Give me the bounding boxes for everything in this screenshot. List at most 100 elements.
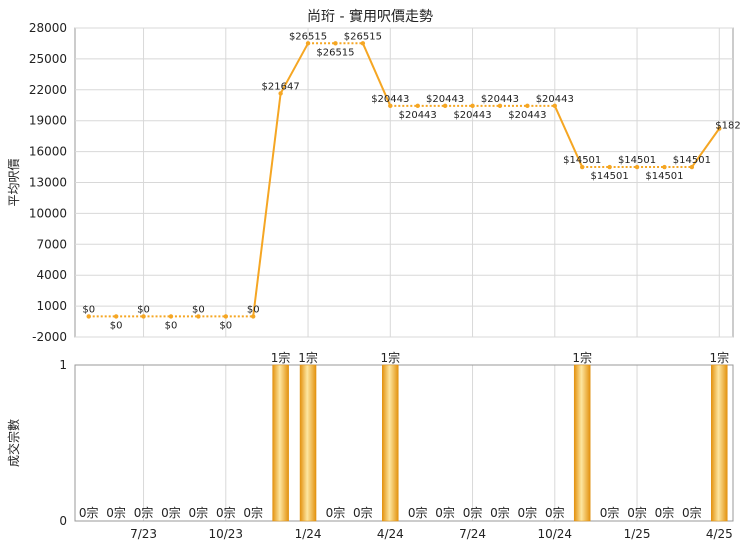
line-point [305, 41, 311, 46]
line-data-label: $14501 [563, 155, 601, 166]
line-point [525, 103, 530, 109]
top-y-tick-label: 28000 [29, 21, 67, 35]
line-segment [279, 42, 309, 94]
bar-data-label: 0宗 [106, 505, 126, 520]
bar-data-label: 0宗 [518, 505, 538, 520]
line-data-label: $21647 [262, 81, 300, 92]
x-tick-label: 4/25 [706, 527, 733, 541]
chart-title: 尚珩 - 實用呎價走勢 [307, 9, 433, 25]
bar-data-label: 0宗 [134, 505, 154, 520]
bar-data-label: 1宗 [380, 350, 400, 365]
line-point [634, 164, 640, 170]
bar-data-label: 0宗 [463, 505, 483, 520]
top-y-tick-label: 4000 [36, 268, 67, 282]
top-y-tick-label: -2000 [32, 330, 67, 344]
top-y-tick-label: 1000 [36, 299, 67, 313]
bar [272, 364, 289, 522]
line-point [196, 314, 201, 319]
bar-data-label: 0宗 [161, 505, 181, 520]
line-point [607, 164, 612, 170]
bar [299, 364, 317, 522]
bar-data-label: 1宗 [271, 350, 291, 365]
line-data-label: $14501 [645, 171, 683, 182]
line-segment [553, 105, 584, 168]
line-point [552, 103, 557, 109]
line-data-label: $20443 [481, 94, 519, 105]
line-data-label: $0 [137, 304, 150, 315]
line-point [497, 103, 503, 109]
line-data-label: $18242 [715, 121, 740, 132]
x-tick-label: 10/24 [537, 527, 572, 541]
line-data-label: $14501 [673, 155, 711, 166]
bar-data-label: 0宗 [435, 505, 455, 520]
x-tick-label: 7/24 [459, 527, 486, 541]
line-data-label: $0 [192, 304, 205, 315]
line-point [360, 41, 366, 46]
line-point [113, 314, 119, 319]
line-point [86, 314, 91, 319]
line-data-label: $0 [110, 320, 123, 331]
line-point [333, 41, 338, 46]
top-y-tick-label: 25000 [29, 52, 67, 66]
line-point [580, 164, 585, 170]
line-point [662, 164, 667, 170]
bottom-plot-area [74, 364, 734, 522]
bar-data-label: 1宗 [572, 350, 592, 365]
line-data-label: $26515 [289, 31, 327, 42]
bar-data-label: 0宗 [79, 505, 99, 520]
x-tick-label: 10/23 [208, 527, 243, 541]
line-point [278, 91, 283, 96]
top-y-tick-label: 19000 [29, 114, 67, 128]
bar [573, 364, 591, 522]
line-data-label: $14501 [618, 155, 656, 166]
bar-data-label: 1宗 [298, 350, 318, 365]
line-point [251, 314, 256, 319]
bar [711, 364, 728, 522]
line-point [141, 314, 146, 319]
line-data-label: $20443 [371, 94, 409, 105]
line-point [388, 103, 393, 109]
line-segment [691, 127, 721, 168]
line-data-label: $0 [219, 320, 232, 331]
x-tick-label: 1/24 [295, 527, 322, 541]
bar-data-label: 0宗 [189, 505, 209, 520]
bar-data-label: 0宗 [216, 505, 236, 520]
bar-data-label: 0宗 [655, 505, 675, 520]
line-point [415, 103, 420, 109]
bar-data-label: 0宗 [490, 505, 510, 520]
bar-data-label: 0宗 [353, 505, 373, 520]
line-data-label: $0 [165, 320, 178, 331]
x-tick-label: 7/23 [130, 527, 157, 541]
top-y-tick-label: 16000 [29, 145, 67, 159]
bottom-y-tick-label: 0 [59, 514, 67, 528]
x-tick-label: 4/24 [377, 527, 404, 541]
bar-data-label: 0宗 [408, 505, 428, 520]
bar [382, 364, 399, 522]
line-data-label: $20443 [536, 94, 574, 105]
bar-data-label: 0宗 [682, 505, 702, 520]
line-point [717, 126, 722, 131]
line-data-label: $20443 [399, 110, 437, 121]
top-y-tick-label: 10000 [29, 206, 67, 220]
top-y-axis-label: 平均呎價 [7, 158, 21, 206]
bar-data-label: 0宗 [243, 505, 263, 520]
line-data-label: $0 [247, 304, 260, 315]
top-y-tick-label: 7000 [36, 237, 67, 251]
line-point [168, 314, 174, 319]
line-data-label: $20443 [508, 110, 546, 121]
top-y-tick-label: 22000 [29, 83, 67, 97]
bottom-y-axis-label: 成交宗數 [6, 419, 21, 467]
bar-data-label: 0宗 [627, 505, 647, 520]
line-data-label: $26515 [344, 31, 382, 42]
line-point [442, 103, 448, 109]
line-data-label: $20443 [453, 110, 491, 121]
line-point [689, 164, 695, 170]
bottom-y-tick-label: 1 [59, 358, 67, 372]
line-point [223, 314, 228, 319]
x-tick-label: 1/25 [624, 527, 651, 541]
bar-data-label: 0宗 [600, 505, 620, 520]
top-y-tick-label: 13000 [29, 176, 67, 190]
bar-data-label: 1宗 [709, 350, 729, 365]
line-data-label: $20443 [426, 94, 464, 105]
